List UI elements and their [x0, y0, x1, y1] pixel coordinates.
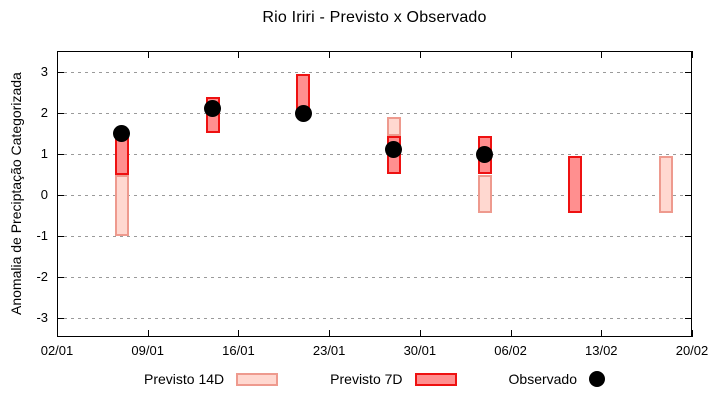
observado-dot-swatch [589, 371, 605, 387]
observado-point-14/01 [204, 100, 221, 118]
previsto-14d-swatch [236, 372, 279, 386]
ytick-left [57, 154, 64, 155]
ytick-right [685, 113, 692, 114]
xtick-label: 13/02 [585, 343, 618, 358]
xtick-bottom [57, 330, 58, 337]
ytick-right [685, 72, 692, 73]
xtick-label: 09/01 [131, 343, 164, 358]
ytick-left [57, 195, 64, 196]
gridline-y-2 [57, 277, 692, 278]
legend-label-previsto-7d: Previsto 7D [330, 371, 403, 387]
xtick-top [510, 51, 512, 58]
ytick-label: 1 [40, 146, 48, 161]
ytick-label: 0 [40, 187, 48, 202]
legend-item-previsto-14d: Previsto 14D [144, 371, 279, 387]
xtick-label: 20/02 [675, 343, 709, 358]
ytick-label: 3 [40, 64, 48, 79]
legend-label-observado: Observado [508, 371, 577, 387]
xtick-label: 30/01 [403, 343, 437, 358]
xtick-bottom [601, 330, 603, 337]
legend: Previsto 14D Previsto 7D Observado [57, 371, 692, 387]
gridline-y2 [57, 113, 692, 114]
gridline-y-3 [57, 318, 692, 319]
ytick-left [57, 277, 64, 278]
chart-title: Rio Iriri - Previsto x Observado [262, 9, 487, 26]
previsto-14d-bar-04/02 [477, 174, 492, 214]
ytick-left [57, 113, 64, 114]
xtick-top [692, 51, 693, 58]
ytick-right [685, 318, 692, 319]
previsto-14d-bar-18/02 [659, 156, 674, 214]
xtick-label: 02/01 [40, 343, 74, 358]
observado-point-28/01 [385, 141, 403, 159]
observado-point-21/01 [294, 104, 312, 122]
ytick-label: -3 [36, 310, 48, 325]
xtick-bottom [419, 330, 421, 337]
xtick-bottom [692, 330, 693, 337]
xtick-label: 06/02 [494, 343, 527, 358]
xtick-top [419, 51, 421, 58]
legend-item-observado: Observado [509, 371, 605, 387]
ytick-label: -1 [36, 228, 48, 243]
gridline-y0 [57, 195, 692, 196]
xtick-top [238, 51, 240, 58]
observado-point-04/02 [476, 145, 494, 163]
previsto-14d-bar-07/01 [114, 174, 129, 236]
ytick-label: -2 [36, 269, 48, 284]
previsto-14d-bar-28/01 [386, 117, 401, 136]
ytick-left [57, 72, 64, 73]
ytick-left [57, 236, 64, 237]
ytick-right [685, 236, 692, 237]
legend-item-previsto-7d: Previsto 7D [330, 371, 457, 387]
xtick-top [329, 51, 331, 58]
gridline-y-1 [57, 236, 692, 237]
ytick-right [685, 277, 692, 278]
previsto-7d-bar-11/02 [568, 156, 583, 214]
xtick-bottom [147, 330, 149, 337]
gridline-y1 [57, 154, 692, 155]
ytick-right [685, 154, 692, 155]
gridline-y3 [57, 72, 692, 73]
ytick-right [685, 195, 692, 196]
xtick-bottom [238, 330, 240, 337]
xtick-label: 16/01 [222, 343, 255, 358]
observado-point-07/01 [113, 125, 131, 142]
ytick-label: 2 [40, 105, 48, 120]
xtick-top [601, 51, 603, 58]
legend-label-previsto-14d: Previsto 14D [144, 371, 225, 387]
xtick-top [57, 51, 58, 58]
previsto-7d-swatch [414, 372, 457, 386]
xtick-bottom [510, 330, 512, 337]
plot-frame [57, 51, 692, 337]
ytick-left [57, 318, 64, 319]
xtick-top [147, 51, 149, 58]
xtick-bottom [329, 330, 331, 337]
xtick-label: 23/01 [312, 343, 346, 358]
